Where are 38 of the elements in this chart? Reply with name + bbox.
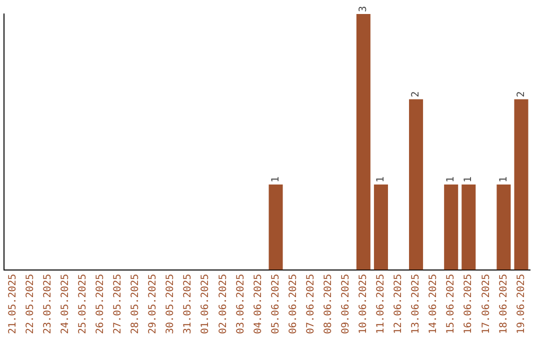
x-tick-label: 23.05.2025 — [42, 274, 54, 334]
x-tick-label: 18.06.2025 — [498, 274, 510, 334]
x-tick-label: 02.06.2025 — [218, 274, 229, 334]
x-tick-label: 30.05.2025 — [165, 274, 176, 334]
x-tick-label: 16.06.2025 — [463, 274, 474, 334]
x-tick-label: 19.06.2025 — [516, 274, 527, 334]
data-label: 3 — [358, 6, 370, 12]
x-tick-label: 21.05.2025 — [7, 274, 18, 334]
x-tick-label: 28.05.2025 — [130, 274, 142, 334]
x-tick-label: 13.06.2025 — [410, 274, 422, 334]
x-tick-label: 22.05.2025 — [24, 274, 36, 334]
x-tick-label: 04.06.2025 — [252, 274, 264, 334]
data-label: 1 — [446, 176, 457, 183]
x-tick-label: 24.05.2025 — [60, 274, 71, 334]
x-tick-label: 15.06.2025 — [446, 274, 457, 334]
x-tick-label: 14.06.2025 — [428, 274, 440, 334]
x-tick-label: 08.06.2025 — [322, 274, 334, 334]
x-tick-label: 10.06.2025 — [358, 274, 370, 334]
x-tick-label: 09.06.2025 — [340, 274, 352, 334]
x-tick-label: 17.06.2025 — [480, 274, 492, 334]
x-tick-label: 27.05.2025 — [112, 274, 124, 334]
x-tick-label: 07.06.2025 — [305, 274, 316, 334]
x-tick-label: 25.05.2025 — [77, 274, 88, 334]
x-tick-label: 03.06.2025 — [235, 274, 246, 334]
data-label: 1 — [270, 176, 282, 183]
x-tick-label: 01.06.2025 — [200, 274, 212, 334]
data-label: 2 — [410, 91, 422, 98]
data-label: 2 — [516, 91, 527, 98]
x-tick-label: 26.05.2025 — [95, 274, 106, 334]
x-tick-label: 05.06.2025 — [270, 274, 282, 334]
data-label: 1 — [376, 176, 387, 183]
x-tick-label: 31.05.2025 — [182, 274, 194, 334]
x-tick-label: 29.05.2025 — [148, 274, 159, 334]
x-tick-label: 06.06.2025 — [288, 274, 299, 334]
data-label: 1 — [463, 176, 474, 183]
x-tick-label: 11.06.2025 — [376, 274, 387, 334]
x-tick-label: 12.06.2025 — [393, 274, 404, 334]
data-label: 1 — [498, 176, 510, 183]
